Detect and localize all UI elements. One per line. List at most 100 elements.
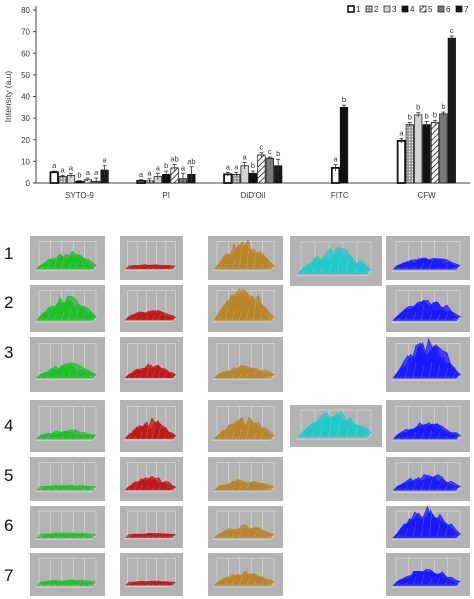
- significance-label: b: [276, 149, 280, 158]
- surface-plot-panel: [208, 285, 283, 332]
- surface-mesh: [213, 238, 276, 270]
- bar: [422, 124, 431, 184]
- significance-label: a: [399, 129, 404, 138]
- y-tick-label: 0: [26, 179, 31, 188]
- significance-label: b: [433, 110, 437, 119]
- surface-plot-panel: [386, 553, 470, 596]
- surface-plot-panel: [208, 400, 283, 452]
- significance-label: b: [342, 95, 346, 104]
- significance-label: a: [69, 163, 74, 172]
- surface-plot-panel: [208, 457, 283, 501]
- surface-mesh: [213, 287, 276, 321]
- significance-label: c: [268, 147, 272, 156]
- significance-label: a: [234, 163, 239, 172]
- surface-mesh: [392, 422, 462, 440]
- bar: [339, 106, 349, 184]
- surface-mesh: [125, 580, 176, 586]
- surface-mesh: [125, 532, 176, 538]
- legend-label: 4: [410, 5, 415, 14]
- surface-plot-panel: [290, 236, 382, 286]
- surface-plot-panel: [208, 553, 283, 596]
- surface-mesh: [296, 247, 373, 275]
- legend-swatch: [437, 5, 445, 13]
- legend-label: 1: [356, 5, 361, 14]
- surface-mesh: [124, 475, 177, 491]
- surface-mesh: [296, 410, 373, 438]
- surface-mesh: [214, 479, 275, 491]
- row-label: 2: [4, 293, 14, 312]
- surface-plot-panel: [120, 506, 183, 548]
- category-label: SYTO-9: [65, 191, 94, 200]
- legend-label: 5: [428, 5, 433, 14]
- y-tick-label: 70: [21, 28, 30, 37]
- significance-label: c: [260, 143, 264, 152]
- surface-mesh: [36, 579, 97, 586]
- row-label: 3: [4, 343, 14, 362]
- surface-plot-panel: [386, 506, 470, 548]
- category-label: CFW: [417, 191, 436, 200]
- surface-plot-panel: [208, 236, 283, 280]
- y-tick-label: 50: [21, 71, 30, 80]
- surface-mesh: [125, 264, 176, 270]
- surface-mesh: [124, 310, 178, 321]
- surface-plot-panel: [386, 400, 470, 452]
- significance-label: b: [77, 171, 81, 180]
- row-label: 5: [4, 466, 14, 485]
- surface-mesh: [392, 338, 462, 379]
- surface-plot-panel: [386, 337, 470, 392]
- surface-plot-panel: [30, 506, 105, 548]
- surface-mesh: [124, 417, 177, 439]
- row-label: 6: [4, 516, 14, 535]
- category-label: PI: [162, 191, 170, 200]
- surface-plot-panel: [386, 457, 470, 501]
- surface-mesh: [392, 506, 462, 539]
- surface-plot-panel: [120, 236, 183, 280]
- bar: [405, 124, 414, 184]
- significance-label: a: [181, 163, 186, 172]
- category-label: DiD'Oil: [241, 191, 266, 200]
- surface-plot-panel: [386, 285, 470, 332]
- surface-plot-panel: [120, 285, 183, 332]
- bar: [414, 114, 423, 184]
- legend-swatch: [455, 5, 463, 13]
- significance-label: a: [139, 170, 144, 179]
- bar: [396, 139, 407, 184]
- significance-label: a: [94, 168, 99, 177]
- surface-plot-panel: [120, 400, 183, 452]
- surface-mesh: [214, 524, 275, 538]
- surface-mesh: [124, 363, 177, 379]
- y-tick-label: 40: [21, 93, 30, 102]
- significance-label: b: [425, 111, 429, 120]
- legend-swatch: [365, 5, 373, 13]
- surface-mesh: [36, 250, 98, 270]
- y-tick-label: 20: [21, 136, 30, 145]
- legend-swatch: [383, 5, 391, 13]
- surface-mesh: [36, 295, 98, 321]
- surface-plot-panel: [30, 457, 105, 501]
- surface-plot-panel: [30, 553, 105, 596]
- surface-plot-panel: [208, 506, 283, 548]
- significance-label: b: [164, 161, 168, 170]
- surface-plot-panel: [386, 236, 470, 280]
- surface-mesh: [35, 362, 97, 379]
- significance-label: a: [243, 152, 248, 161]
- significance-label: ab: [187, 157, 195, 166]
- row-label: 4: [4, 416, 14, 435]
- surface-mesh: [392, 568, 461, 586]
- bar: [265, 157, 274, 184]
- surface-plot-panel: [290, 405, 382, 447]
- surface-mesh: [392, 299, 462, 321]
- bar: [439, 113, 448, 184]
- significance-label: a: [61, 165, 66, 174]
- significance-label: b: [408, 112, 412, 121]
- significance-label: a: [147, 169, 152, 178]
- surface-mesh: [392, 257, 461, 270]
- legend-label: 2: [374, 5, 379, 14]
- significance-label: ab: [170, 155, 178, 164]
- significance-label: a: [86, 168, 91, 177]
- surface-mesh: [214, 364, 275, 379]
- y-tick-label: 30: [21, 114, 30, 123]
- y-axis-label: Intensity (a.u): [3, 71, 13, 123]
- legend-label: 7: [464, 5, 469, 14]
- surface-plot-panel: [30, 337, 105, 392]
